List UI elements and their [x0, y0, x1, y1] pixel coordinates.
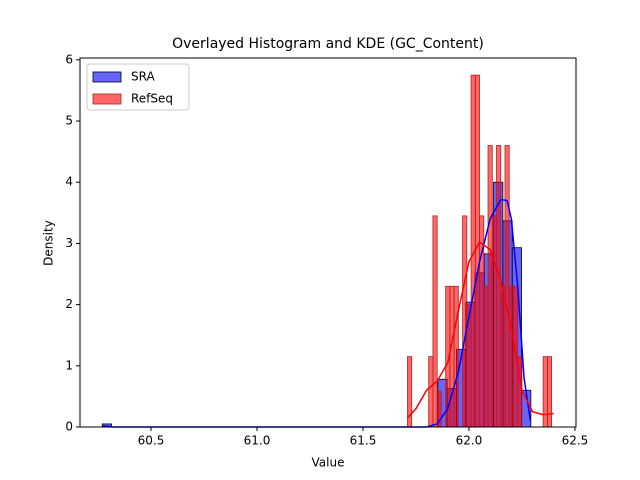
- y-tick-label: 1: [65, 358, 73, 372]
- histogram-bar: [432, 215, 438, 428]
- kde-line: [102, 198, 532, 428]
- histogram-bar: [491, 215, 497, 428]
- legend-swatch: [92, 93, 122, 105]
- y-tick-label: 5: [65, 114, 73, 128]
- histogram-bar: [496, 145, 502, 428]
- histogram-bar: [542, 356, 548, 428]
- y-tick-label: 4: [65, 175, 73, 189]
- y-tick-label: 6: [65, 52, 73, 66]
- histogram-bar: [449, 285, 455, 428]
- histogram-bar: [462, 215, 468, 428]
- x-axis-label: Value: [312, 456, 345, 470]
- histogram-bar: [487, 145, 493, 428]
- x-tick-label: 62.5: [562, 434, 589, 448]
- chart-title: Overlayed Histogram and KDE (GC_Content): [172, 36, 484, 52]
- legend-swatch: [92, 71, 122, 83]
- x-tick-label: 61.5: [350, 434, 377, 448]
- histogram-bar: [500, 285, 506, 428]
- legend-label: SRA: [131, 70, 155, 84]
- y-axis-label: Density: [42, 220, 56, 266]
- y-tick-label: 3: [65, 236, 73, 250]
- histogram-bar: [546, 356, 553, 428]
- histogram-bar: [474, 74, 480, 428]
- histogram-bar: [483, 285, 489, 428]
- plot-frame: [79, 57, 577, 428]
- histogram-bar: [453, 285, 459, 428]
- x-tick-label: 62.0: [456, 434, 483, 448]
- histogram-bar: [508, 285, 514, 428]
- histogram-bar: [504, 145, 510, 428]
- legend-label: RefSeq: [131, 92, 173, 106]
- x-tick-label: 60.5: [138, 434, 165, 448]
- histogram-bar: [428, 356, 434, 428]
- x-tick-label: 61.0: [244, 434, 271, 448]
- y-tick-label: 0: [65, 420, 73, 434]
- y-tick-label: 2: [65, 297, 73, 311]
- kde-line: [406, 241, 554, 419]
